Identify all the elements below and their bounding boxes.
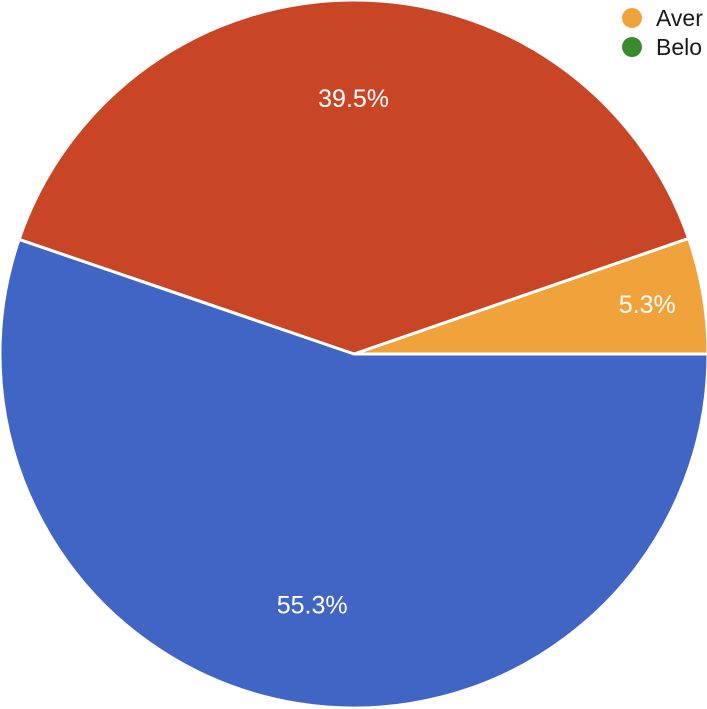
- legend-swatch-1: [622, 37, 642, 57]
- pie-slice-3: [0, 237, 707, 709]
- pie-slice-labels: 5.3% 39.5% 55.3%: [277, 85, 676, 619]
- legend-label-1: Belo: [656, 34, 702, 60]
- pie-slice-label-3: 55.3%: [277, 591, 348, 619]
- pie-slice-label-0: 5.3%: [619, 291, 676, 319]
- legend: Aver Belo: [622, 5, 703, 60]
- pie-slice-2: [17, 0, 691, 356]
- pie-slice-label-2: 39.5%: [318, 85, 389, 113]
- legend-label-0: Aver: [656, 5, 703, 31]
- legend-swatch-0: [622, 8, 642, 28]
